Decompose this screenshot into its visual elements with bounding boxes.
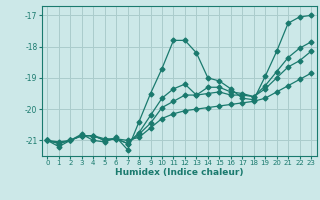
X-axis label: Humidex (Indice chaleur): Humidex (Indice chaleur)	[115, 168, 244, 177]
